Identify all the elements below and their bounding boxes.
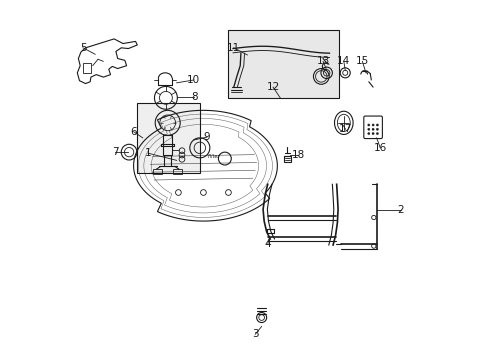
Circle shape [367, 124, 369, 126]
Bar [283, 156, 290, 162]
Text: 8: 8 [191, 92, 198, 102]
Circle shape [367, 132, 369, 135]
Text: 11: 11 [227, 43, 240, 53]
FancyBboxPatch shape [137, 103, 200, 173]
Bar [173, 169, 182, 174]
Text: 6: 6 [130, 127, 137, 137]
Text: 4: 4 [264, 239, 270, 249]
Text: 16: 16 [373, 143, 386, 153]
Text: 7: 7 [112, 147, 118, 157]
Bar [82, 63, 90, 73]
Circle shape [376, 132, 378, 135]
Circle shape [371, 244, 375, 248]
Text: 18: 18 [291, 150, 304, 160]
Bar [153, 169, 162, 174]
Text: 14: 14 [337, 57, 350, 66]
Text: 13: 13 [316, 57, 329, 66]
Text: 2: 2 [397, 205, 404, 215]
Circle shape [371, 128, 373, 130]
Circle shape [371, 132, 373, 135]
FancyBboxPatch shape [228, 30, 339, 98]
Text: 12: 12 [266, 82, 279, 92]
Circle shape [376, 128, 378, 130]
Text: 5: 5 [80, 43, 86, 53]
Text: 3: 3 [251, 329, 258, 339]
Text: 10: 10 [187, 75, 200, 85]
Text: 9: 9 [203, 132, 210, 142]
Circle shape [376, 124, 378, 126]
Text: 17: 17 [338, 124, 351, 134]
Text: 1: 1 [144, 148, 151, 158]
Circle shape [371, 215, 375, 220]
Text: Filter: Filter [207, 154, 220, 159]
Circle shape [367, 128, 369, 130]
Circle shape [371, 124, 373, 126]
Text: 15: 15 [355, 57, 368, 66]
